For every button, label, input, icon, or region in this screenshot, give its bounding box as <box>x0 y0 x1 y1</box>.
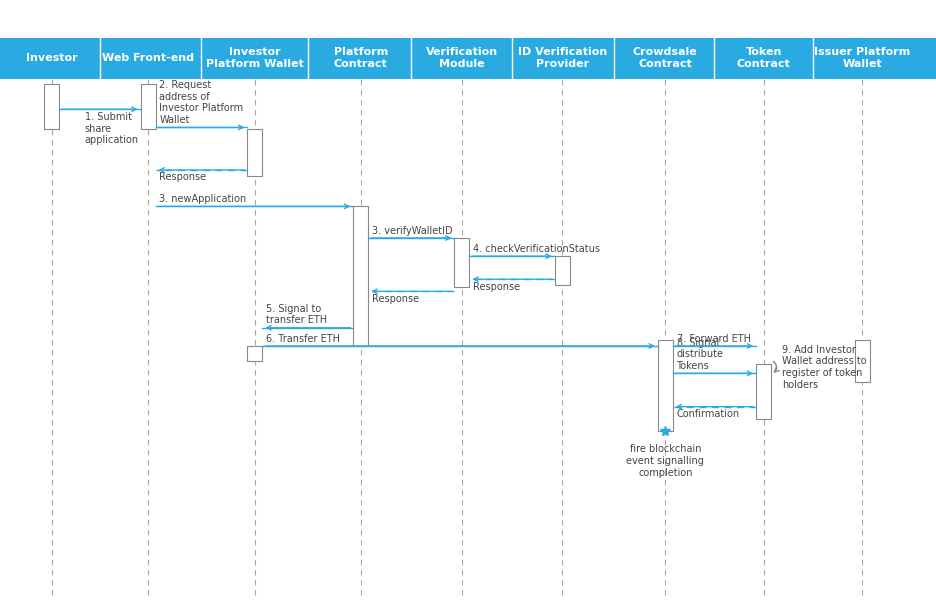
Text: 6. Transfer ETH: 6. Transfer ETH <box>266 334 340 344</box>
Bar <box>140 84 155 129</box>
Bar <box>554 256 569 285</box>
Bar <box>247 346 262 361</box>
Bar <box>713 38 812 79</box>
Text: Issuer Platform
Wallet: Issuer Platform Wallet <box>813 47 909 69</box>
Text: 5. Signal to
transfer ETH: 5. Signal to transfer ETH <box>266 304 327 325</box>
Text: 7. Forward ETH: 7. Forward ETH <box>676 334 750 344</box>
Text: Response: Response <box>159 172 206 182</box>
Text: 3. verifyWalletID: 3. verifyWalletID <box>372 226 452 236</box>
Text: Confirmation: Confirmation <box>676 409 739 419</box>
Text: 1. Submit
share
application: 1. Submit share application <box>84 112 139 146</box>
Text: Web Front-end: Web Front-end <box>102 53 194 63</box>
Bar <box>99 38 201 79</box>
Bar <box>353 206 368 346</box>
Text: Verification
Module: Verification Module <box>426 47 497 69</box>
Text: 8. Signal
distribute
Tokens: 8. Signal distribute Tokens <box>676 337 723 371</box>
Text: Token
Contract: Token Contract <box>736 47 790 69</box>
Text: 3. newApplication: 3. newApplication <box>159 194 246 204</box>
Bar <box>0 38 99 79</box>
Text: Platform
Contract: Platform Contract <box>333 47 388 69</box>
Bar <box>201 38 307 79</box>
Bar <box>613 38 713 79</box>
Bar <box>511 38 613 79</box>
Bar <box>454 238 469 287</box>
Bar <box>44 84 59 129</box>
Bar <box>812 38 936 79</box>
Bar <box>411 38 511 79</box>
Text: Investor: Investor <box>25 53 78 63</box>
Text: Crowdsale
Contract: Crowdsale Contract <box>632 47 697 69</box>
Bar <box>657 340 672 431</box>
Bar <box>307 38 411 79</box>
Text: Response: Response <box>372 294 418 304</box>
Text: 4. checkVerificationStatus: 4. checkVerificationStatus <box>473 244 600 254</box>
Bar <box>247 129 262 176</box>
Text: Investor
Platform Wallet: Investor Platform Wallet <box>206 47 303 69</box>
Bar <box>854 340 869 382</box>
Text: fire blockchain
event signalling
completion: fire blockchain event signalling complet… <box>625 444 704 478</box>
Bar <box>755 364 770 419</box>
Text: Response: Response <box>473 282 519 291</box>
Text: ID Verification
Provider: ID Verification Provider <box>517 47 607 69</box>
Text: 2. Request
address of
Investor Platform
Wallet: 2. Request address of Investor Platform … <box>159 80 243 125</box>
Text: 9. Add Investor
Wallet address to
register of token
holders: 9. Add Investor Wallet address to regist… <box>782 345 866 390</box>
